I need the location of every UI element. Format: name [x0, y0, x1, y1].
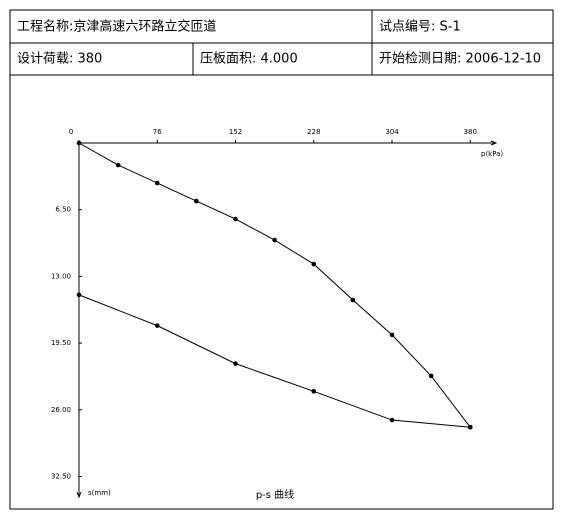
- cell: 试点编号: S-1: [379, 20, 461, 35]
- point: [194, 198, 199, 204]
- cell: 设计荷载: 380: [17, 52, 102, 67]
- cell: 工程名称:京津高速六环路立交匝道: [17, 19, 216, 35]
- x-tick-label: 0: [69, 128, 73, 136]
- cell: 开始检测日期: 2006-12-10: [379, 52, 541, 67]
- x-axis-label: p(kPa): [481, 150, 503, 158]
- point: [154, 180, 160, 186]
- point: [233, 361, 238, 366]
- x-tick-label: 304: [385, 128, 399, 136]
- curve: [78, 294, 471, 428]
- y-axis-label: s(mm): [88, 489, 111, 497]
- cell: 压板面积: 4.000: [200, 52, 298, 67]
- x-tick-label: 76: [153, 128, 162, 136]
- border: [9, 9, 554, 510]
- y-tick-label: 32.50: [51, 472, 71, 480]
- point: [389, 332, 395, 338]
- point: [272, 237, 277, 243]
- point: [389, 417, 395, 423]
- point: [115, 162, 121, 168]
- y-tick-label: 6.50: [55, 206, 71, 214]
- x-axis-arrow: [490, 140, 498, 146]
- point: [233, 216, 238, 222]
- chart-title: p-s 曲线: [256, 488, 294, 501]
- point: [76, 140, 82, 146]
- y-tick-label: 26.00: [51, 406, 71, 414]
- point: [428, 373, 434, 379]
- point: [350, 297, 356, 303]
- x-tick-label: 228: [307, 128, 320, 136]
- y-axis-arrow: [76, 491, 82, 499]
- point: [311, 389, 317, 394]
- y-tick-label: 13.00: [51, 272, 71, 280]
- x-tick-label: 380: [464, 128, 477, 136]
- point: [311, 261, 317, 267]
- x-tick-label: 152: [229, 128, 242, 136]
- point: [76, 292, 82, 298]
- point: [154, 323, 160, 328]
- curve: [78, 142, 471, 428]
- point: [467, 424, 473, 430]
- y-tick-label: 19.50: [51, 339, 71, 347]
